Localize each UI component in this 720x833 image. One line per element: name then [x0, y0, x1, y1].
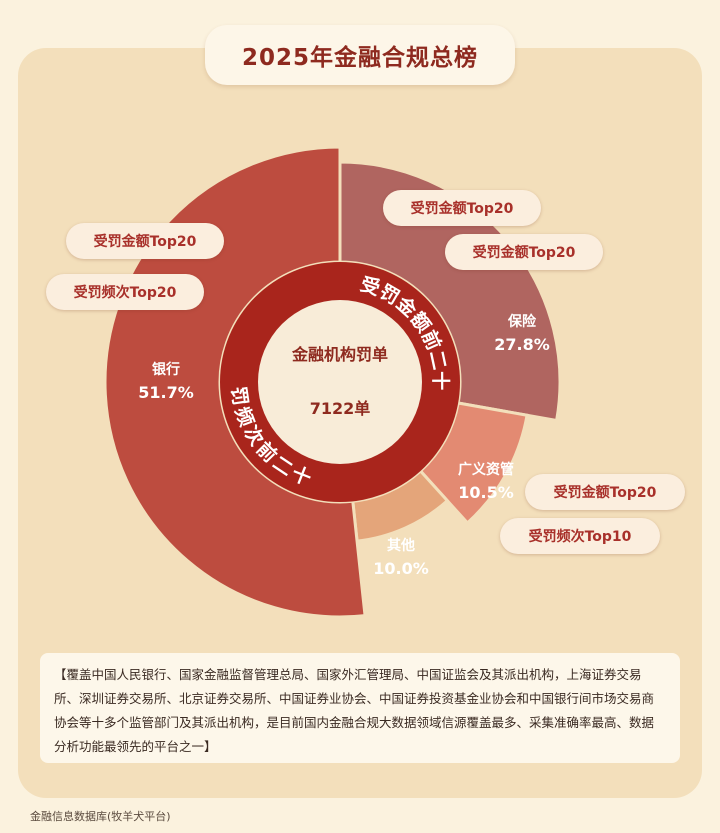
slice-label-2: 广义资管: [458, 461, 514, 478]
source-footer: 金融信息数据库(牧羊犬平台): [30, 810, 171, 823]
tag-asset-mgmt-amount: 受罚金额Top20: [525, 474, 685, 510]
tag-bank-amount: 受罚金额Top20: [66, 223, 224, 259]
slice-value-3: 10.0%: [373, 559, 429, 578]
slice-label-3: 其他: [387, 537, 415, 554]
center-label: 金融机构罚单: [291, 345, 388, 364]
tag-insurance-amount-1: 受罚金额Top20: [383, 190, 541, 226]
tag-bank-frequency: 受罚频次Top20: [46, 274, 204, 310]
slice-value-2: 10.5%: [458, 483, 514, 502]
tag-asset-mgmt-frequency: 受罚频次Top10: [500, 518, 660, 554]
tag-insurance-amount-2: 受罚金额Top20: [445, 234, 603, 270]
slice-label-1: 保险: [507, 313, 537, 330]
center-disc: [258, 300, 422, 464]
slice-value-1: 27.8%: [494, 335, 550, 354]
coverage-note: 【覆盖中国人民银行、国家金融监督管理总局、国家外汇管理局、中国证监会及其派出机构…: [40, 653, 680, 763]
center-value: 7122单: [310, 399, 371, 418]
slice-label-0: 银行: [152, 361, 180, 378]
donut-chart: 受罚金额前二十受罚频次前二十金融机构罚单7122单银行51.7%保险27.8%广…: [0, 0, 562, 619]
page-title: 2025年金融合规总榜: [205, 25, 515, 85]
slice-value-0: 51.7%: [138, 383, 194, 402]
